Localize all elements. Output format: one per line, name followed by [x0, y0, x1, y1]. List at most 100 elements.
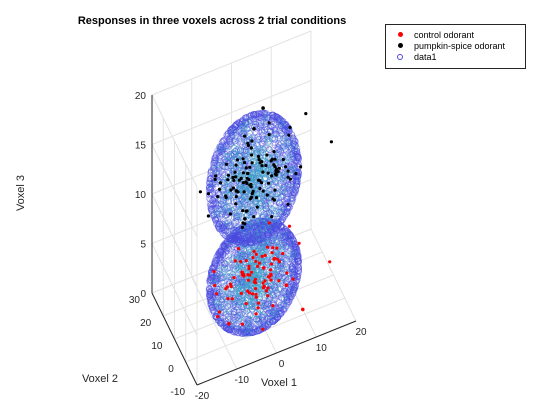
control-point: [277, 279, 281, 283]
data1-point: [218, 274, 226, 281]
data1-point: [290, 274, 297, 282]
pumpkin-spice-point: [260, 181, 264, 185]
data1-point: [278, 172, 285, 180]
pumpkin-spice-point: [241, 221, 245, 225]
control-point: [233, 259, 237, 263]
data1-point: [226, 241, 234, 249]
pumpkin-spice-point: [256, 154, 261, 159]
legend-marker: [386, 43, 414, 48]
data1-point: [223, 153, 231, 160]
control-point: [291, 277, 295, 281]
data1-point: [245, 315, 252, 322]
data1-point: [246, 130, 254, 138]
data1-point: [256, 201, 264, 208]
data1-point: [219, 221, 226, 229]
data1-point: [229, 163, 237, 171]
control-point: [254, 252, 258, 256]
data1-point: [277, 232, 284, 239]
pumpkin-spice-point: [231, 175, 235, 180]
data1-point: [289, 285, 296, 292]
data1-point: [261, 278, 269, 285]
data1-point: [220, 306, 228, 314]
data1-point: [225, 178, 233, 186]
data1-point: [239, 187, 246, 194]
data1-point: [288, 265, 295, 273]
pumpkin-spice-point: [242, 161, 247, 165]
data1-point: [235, 127, 242, 135]
data1-point: [206, 278, 214, 286]
data1-point: [271, 283, 279, 290]
pumpkin-spice-point: [250, 153, 254, 157]
pumpkin-spice-point: [245, 209, 249, 213]
data1-point: [216, 225, 224, 233]
data1-point: [264, 138, 272, 145]
data1-point: [245, 328, 252, 336]
data1-point: [218, 319, 225, 327]
data1-point: [232, 320, 240, 328]
pumpkin-spice-point: [232, 178, 236, 182]
data1-point: [261, 115, 268, 123]
data1-point: [223, 185, 230, 193]
data1-point: [244, 117, 251, 125]
data1-point: [279, 228, 287, 235]
data1-point: [239, 316, 247, 323]
data1-point: [259, 214, 266, 222]
data1-point: [221, 159, 228, 167]
control-point: [254, 295, 258, 299]
z-axis-label: Voxel 3: [15, 175, 27, 211]
data1-point: [250, 315, 258, 323]
data1-point: [217, 247, 225, 255]
data1-point: [257, 266, 265, 274]
data1-point: [283, 292, 290, 299]
pumpkin-spice-point: [277, 166, 281, 170]
pumpkin-spice-point: [273, 157, 277, 161]
data1-point: [219, 198, 227, 206]
x-tick-label: -10: [235, 375, 250, 386]
data1-point: [227, 229, 234, 236]
control-point: [224, 287, 228, 291]
pumpkin-spice-point: [250, 161, 254, 165]
pumpkin-spice-point: [214, 174, 218, 178]
data1-point: [247, 300, 255, 308]
pumpkin-spice-point: [234, 195, 238, 199]
x-axis-line: [196, 320, 357, 386]
pumpkin-spice-point: [233, 170, 237, 174]
grid-line: [151, 94, 198, 188]
control-point: [276, 257, 280, 261]
pumpkin-spice-point: [234, 175, 238, 179]
data1-point: [262, 124, 270, 132]
pumpkin-spice-point: [272, 150, 276, 154]
pumpkin-spice-point: [270, 157, 274, 161]
data1-point: [271, 309, 278, 317]
pumpkin-spice-point: [260, 164, 264, 168]
data1-point: [255, 233, 263, 240]
pumpkin-spice-point: [271, 197, 275, 201]
data1-point: [236, 325, 243, 333]
pumpkin-spice-point: [217, 187, 222, 191]
data1-point: [291, 267, 299, 274]
data1-point: [275, 117, 283, 124]
data1-point: [244, 304, 251, 312]
pumpkin-spice-point: [261, 170, 265, 174]
data1-point: [294, 273, 302, 280]
pumpkin-spice-point: [257, 178, 261, 182]
data1-point: [213, 289, 220, 297]
data1-point: [237, 212, 245, 220]
data1-point: [230, 129, 238, 136]
data1-point: [292, 182, 300, 190]
data1-point: [250, 299, 257, 307]
data1-point: [216, 144, 223, 151]
data1-point: [250, 158, 258, 165]
control-point: [247, 264, 251, 268]
data1-point: [229, 294, 237, 302]
data1-point: [240, 319, 247, 327]
data1-point: [250, 111, 257, 118]
data1-point: [211, 301, 218, 309]
data1-point: [253, 149, 260, 157]
data1-point: [291, 154, 299, 161]
data1-point: [243, 329, 251, 337]
data1-point: [260, 208, 267, 215]
data1-ellipsoids: [205, 109, 303, 338]
data1-point: [231, 236, 238, 244]
